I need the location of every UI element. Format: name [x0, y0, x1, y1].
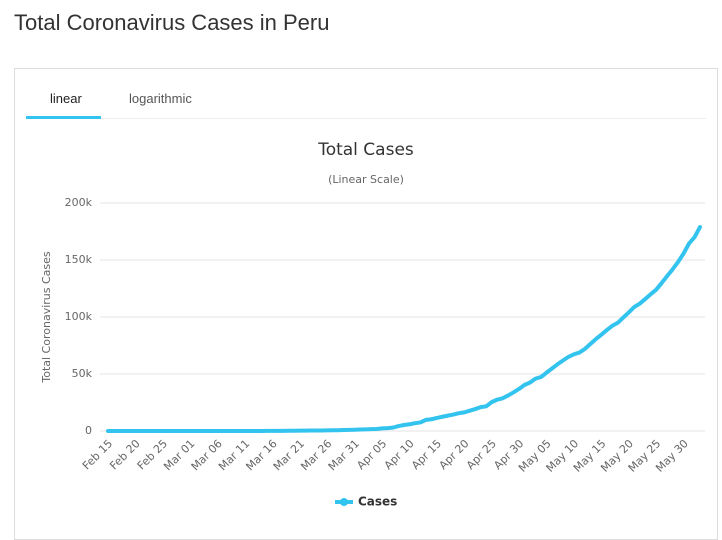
chart: Total Cases (Linear Scale) Total Coronav… — [40, 140, 705, 509]
y-tick-label: 0 — [85, 424, 92, 437]
y-tick-label: 50k — [72, 367, 93, 380]
x-tick-label: Apr 10 — [382, 437, 417, 472]
x-tick-label: Apr 25 — [464, 437, 499, 472]
tab-separator — [26, 118, 706, 119]
y-tick-label: 150k — [65, 253, 93, 266]
x-tick-label: Mar 31 — [326, 437, 362, 473]
x-tick-label: Apr 15 — [409, 437, 444, 472]
active-tab-underline — [26, 116, 101, 119]
y-tick-label: 100k — [65, 310, 93, 323]
page-title: Total Coronavirus Cases in Peru — [14, 10, 330, 35]
y-tick-label: 200k — [65, 196, 93, 209]
legend-label: Cases — [358, 495, 397, 509]
tab[interactable]: linear — [50, 91, 82, 106]
chart-subtitle: (Linear Scale) — [328, 173, 404, 186]
x-tick-label: Apr 20 — [437, 437, 472, 472]
x-tick-label: Apr 05 — [354, 437, 389, 472]
legend-symbol — [340, 498, 348, 506]
tab[interactable]: logarithmic — [129, 91, 192, 106]
y-axis-label: Total Coronavirus Cases — [40, 251, 53, 384]
page: Total Coronavirus Cases in Peru linear l… — [14, 10, 718, 540]
chart-title: Total Cases — [317, 140, 414, 160]
line — [106, 225, 702, 433]
